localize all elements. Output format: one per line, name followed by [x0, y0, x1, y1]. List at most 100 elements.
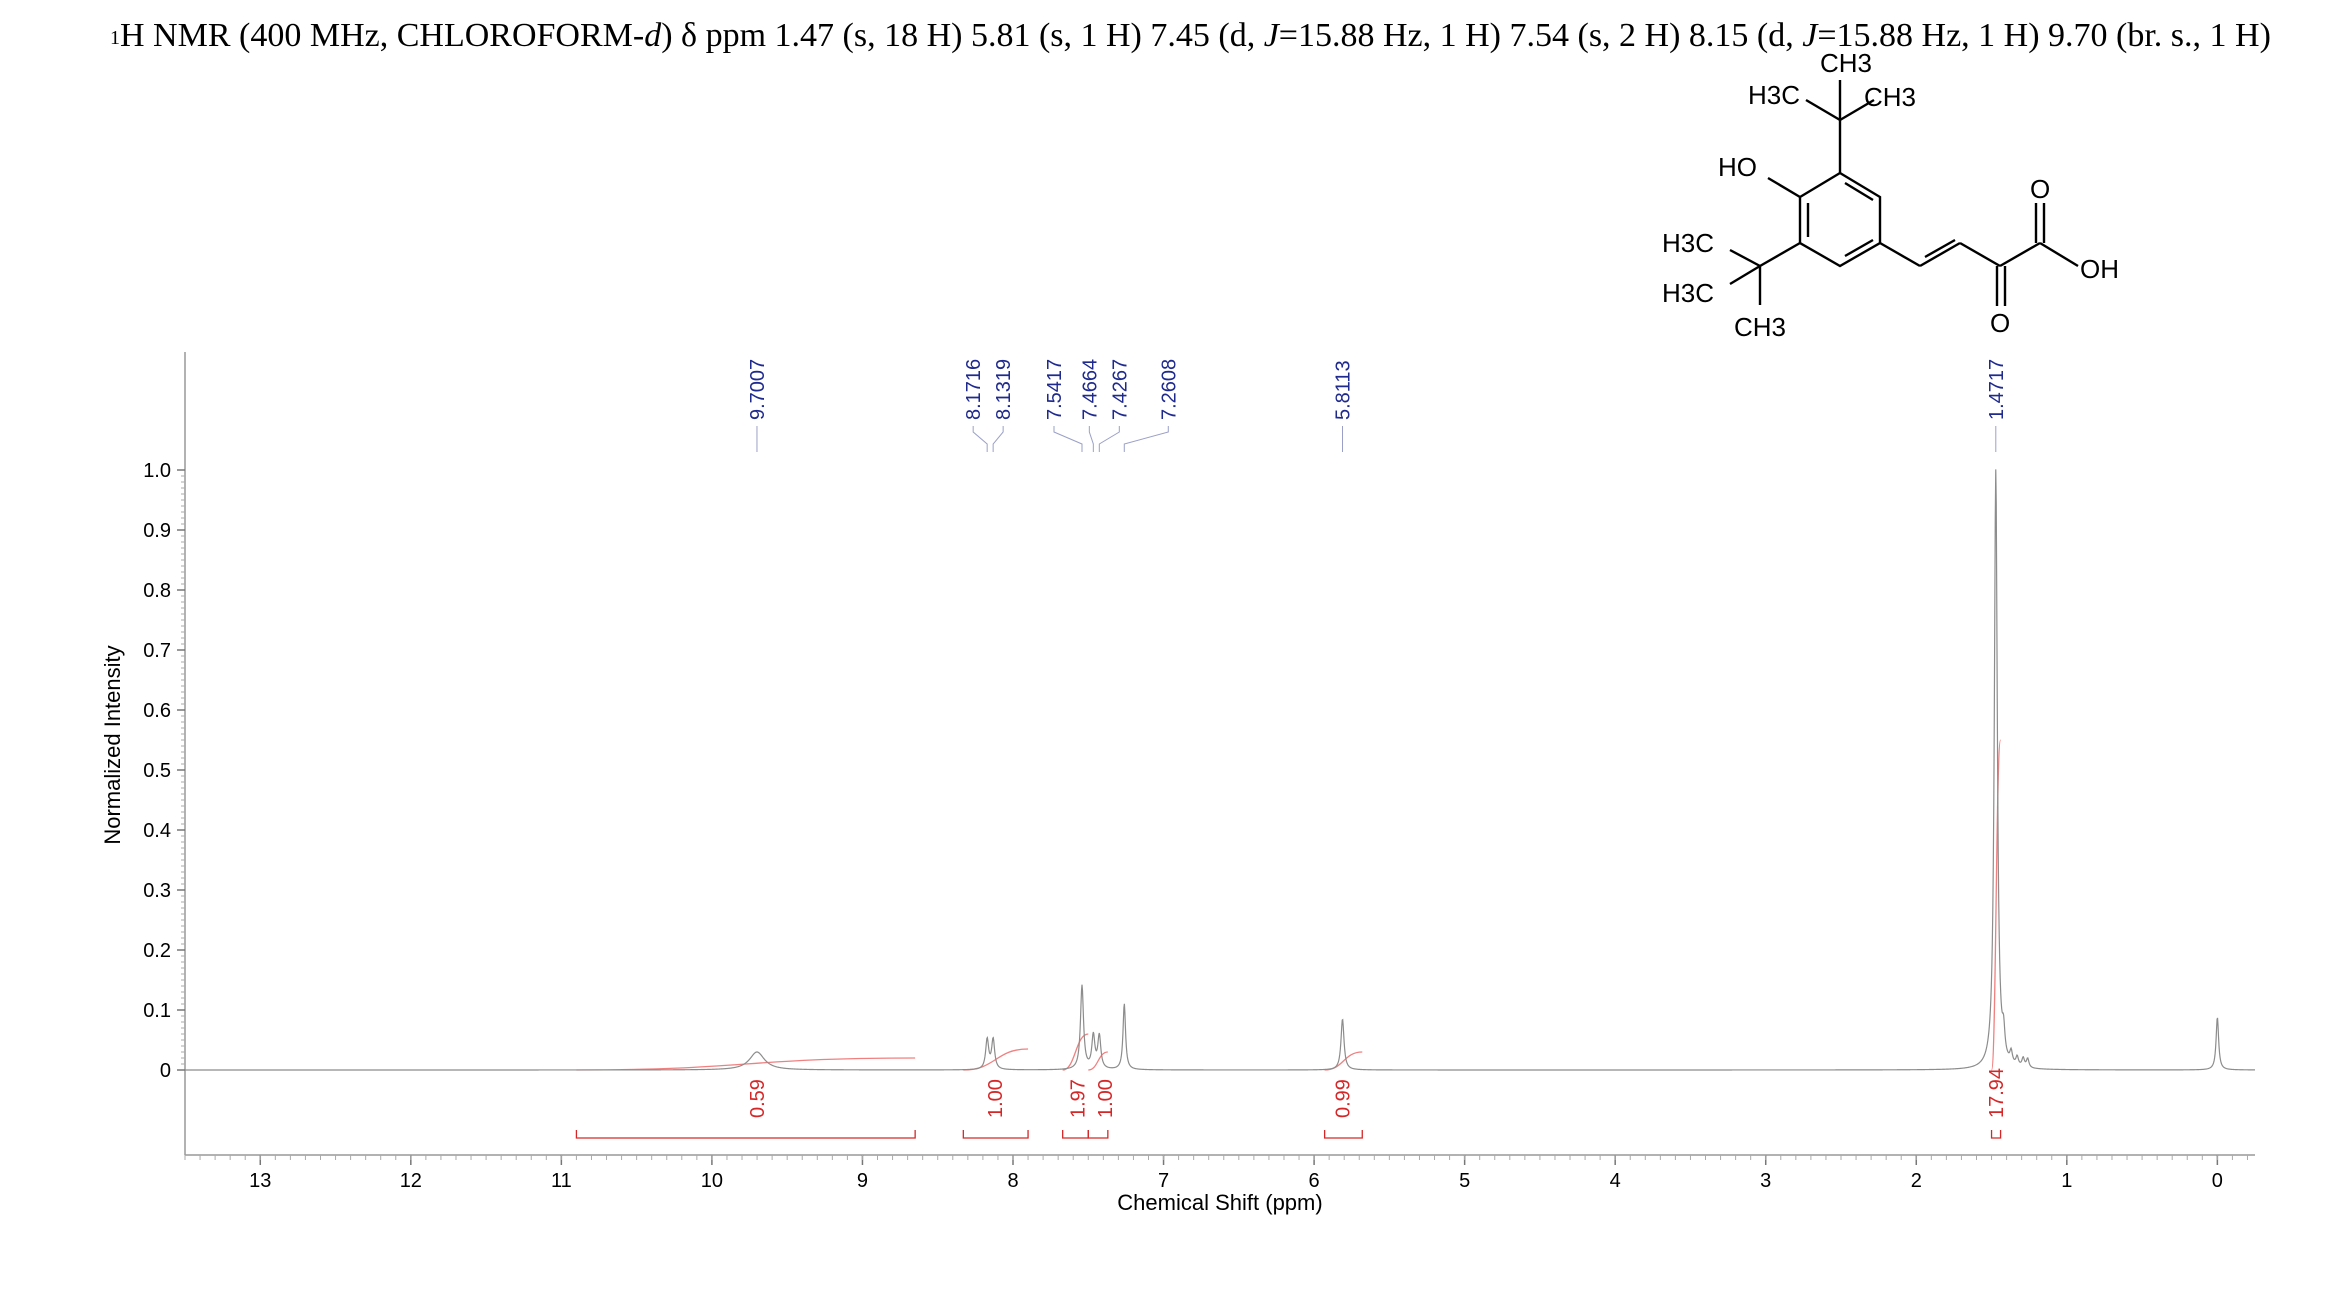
integral-bracket — [1062, 1130, 1089, 1139]
label-oh: OH — [2080, 254, 2119, 284]
chain-bond-2 — [1959, 241, 2001, 268]
peak-leader-line — [1098, 426, 1120, 452]
x-tick-label: 8 — [1007, 1170, 1018, 1192]
y-tick-label: 1.0 — [143, 460, 171, 482]
peak-label: 5.8113 — [1332, 360, 1354, 420]
ring-double-bond-2 — [1844, 238, 1874, 258]
label-h3c-top: H3C — [1748, 80, 1800, 110]
peak-label: 1.4717 — [1986, 359, 2008, 420]
integral-value: 1.00 — [985, 1079, 1007, 1118]
x-tick-label: 0 — [2212, 1170, 2223, 1192]
peak-label: 7.2608 — [1158, 359, 1180, 420]
tbu-top-me2 — [1805, 98, 1841, 122]
x-tick-label: 9 — [857, 1170, 868, 1192]
integral-value: 0.59 — [747, 1079, 769, 1118]
label-ch3-low: CH3 — [1734, 312, 1786, 342]
x-tick-label: 7 — [1158, 1170, 1169, 1192]
integral-labels: 0.59 1.00 1.97 1.00 0.99 17.94 — [575, 1068, 2008, 1139]
integral-value: 1.97 — [1068, 1079, 1090, 1118]
integral-curve — [576, 1057, 916, 1071]
peak-leader-line — [992, 426, 1004, 452]
title-data3: =15.88 Hz, 1 H) 9.70 (br. s., 1 H) — [1817, 17, 2271, 54]
integral-bracket — [575, 1130, 916, 1139]
spectrum-trace — [185, 469, 2255, 1071]
y-tick-label: 0.1 — [143, 1000, 171, 1022]
integral-value: 0.99 — [1333, 1079, 1355, 1118]
title-j2: J — [1802, 17, 1819, 54]
peak-leader-line — [1053, 426, 1083, 452]
label-h3c-low: H3C — [1662, 278, 1714, 308]
integral-curve — [1088, 1051, 1108, 1071]
integral-curves — [576, 739, 2002, 1071]
integral-bracket — [1990, 1130, 2002, 1139]
label-ho: HO — [1718, 152, 1757, 182]
y-tick-label: 0.3 — [143, 880, 171, 902]
x-tick-label: 2 — [1911, 1170, 1922, 1192]
integral-curve — [1324, 1051, 1363, 1071]
peak-label: 7.5417 — [1044, 359, 1066, 420]
label-o-bottom: O — [1990, 308, 2010, 338]
peak-label: 8.1716 — [963, 359, 985, 420]
title-after-solvent: ) — [661, 17, 681, 54]
integral-bracket — [1087, 1130, 1109, 1139]
peak-label: 9.7007 — [747, 359, 769, 420]
integral-value: 17.94 — [1986, 1068, 2008, 1118]
title-data2: =15.88 Hz, 1 H) 7.54 (s, 2 H) 8.15 (d, — [1279, 17, 1802, 54]
x-tick-label: 10 — [701, 1170, 723, 1192]
peak-leader-line — [1123, 426, 1169, 452]
peak-labels: 9.7007 8.1716 8.1319 7.5417 7.4664 7.4267 7.26… — [747, 359, 2008, 452]
y-tick-label: 0 — [160, 1060, 171, 1082]
label-ch3-top-right: CH3 — [1864, 82, 1916, 112]
tbu-low-me2 — [1729, 264, 1761, 286]
label-ch3-top: CH3 — [1820, 48, 1872, 78]
integral-bracket — [962, 1130, 1029, 1139]
structure-labels: CH3 H3C CH3 HO H3C H3C CH3 O OH O — [1662, 48, 2119, 342]
tbu-low-bond — [1759, 241, 1801, 268]
peak-leader-line — [972, 426, 988, 452]
peak-label: 7.4267 — [1109, 359, 1131, 420]
tbu-low-me1 — [1729, 248, 1761, 268]
x-tick-label: 3 — [1760, 1170, 1771, 1192]
x-tick-label: 12 — [400, 1170, 422, 1192]
title-delta: δ — [681, 17, 697, 54]
chemical-structure — [1729, 80, 2079, 306]
integral-bracket — [1323, 1130, 1363, 1139]
x-tick-label: 1 — [2061, 1170, 2072, 1192]
acid-oh-bond — [2039, 241, 2079, 268]
y-tick-label: 0.7 — [143, 640, 171, 662]
peak-label: 8.1319 — [993, 359, 1015, 420]
label-o-top: O — [2030, 174, 2050, 204]
x-tick-label: 13 — [249, 1170, 271, 1192]
x-tick-label: 11 — [551, 1170, 572, 1192]
y-tick-label: 0.2 — [143, 940, 171, 962]
chain-alkene-double — [1924, 238, 1956, 259]
chain-bond-3 — [1999, 241, 2041, 268]
benzene-ring — [1798, 171, 1882, 268]
integral-curve — [1990, 739, 2002, 1071]
ho-bond — [1767, 176, 1801, 199]
title-j1: J — [1264, 17, 1281, 54]
title-data: ppm 1.47 (s, 18 H) 5.81 (s, 1 H) 7.45 (d… — [697, 17, 1264, 54]
y-tick-label: 0.9 — [143, 520, 171, 542]
y-ticks: 0 0.1 0.2 0.3 0.4 0.5 0.6 0.7 0.8 0.9 1.0 — [143, 460, 185, 1082]
y-tick-label: 0.5 — [143, 760, 171, 782]
ring-double-bond-1 — [1844, 181, 1874, 202]
x-tick-label: 6 — [1309, 1170, 1320, 1192]
chart-title: 1H NMR (400 MHz, CHLOROFORM-d) δ ppm 1.4… — [110, 17, 2271, 54]
x-axis-label: Chemical Shift (ppm) — [1117, 1190, 1322, 1215]
title-superscript: 1 — [110, 27, 120, 49]
y-tick-label: 0.8 — [143, 580, 171, 602]
title-main: H NMR (400 MHz, CHLOROFORM- — [120, 17, 644, 54]
tbu-top-me3 — [1839, 98, 1875, 122]
chain-bond-1 — [1879, 241, 1921, 268]
y-tick-label: 0.4 — [143, 820, 171, 842]
y-axis-label: Normalized Intensity — [100, 645, 125, 844]
y-tick-label: 0.6 — [143, 700, 171, 722]
x-tick-label: 5 — [1459, 1170, 1470, 1192]
label-h3c-mid: H3C — [1662, 228, 1714, 258]
chain-alkene — [1919, 241, 1961, 268]
title-solvent-d: d — [644, 17, 662, 54]
peak-leader-line — [1088, 426, 1094, 452]
peak-label: 7.4664 — [1079, 359, 1101, 420]
